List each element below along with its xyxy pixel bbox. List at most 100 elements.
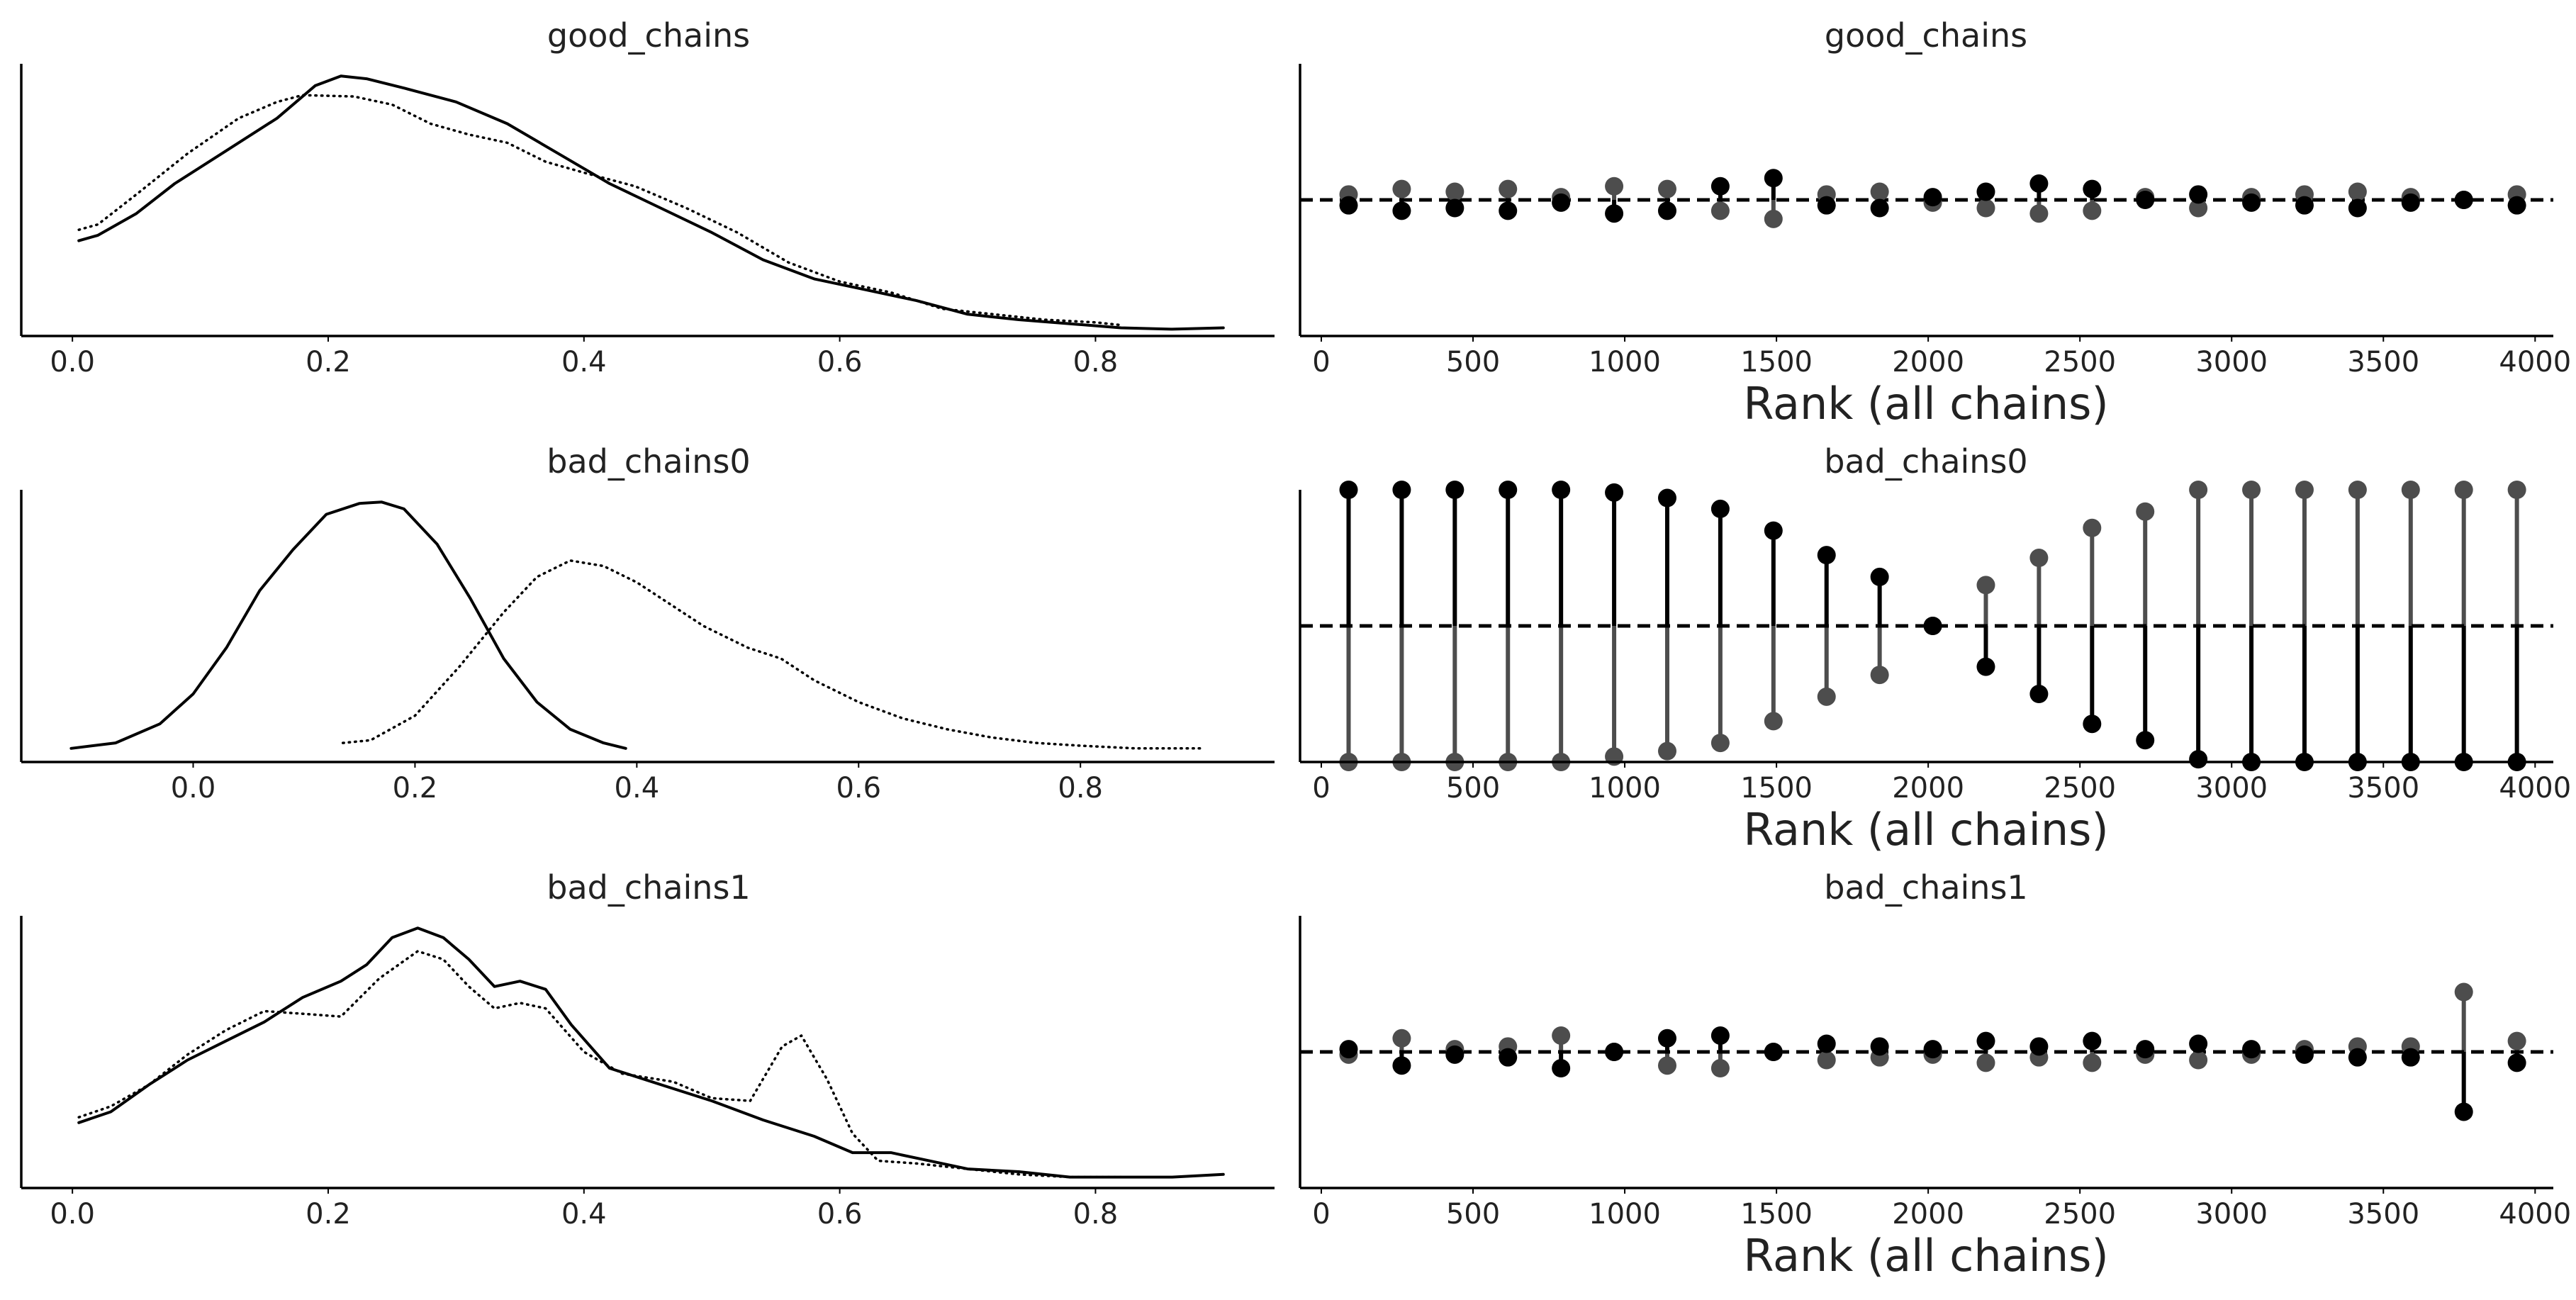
rank-point-chain0 [2242, 1040, 2261, 1059]
rank-point-chain0 [1976, 657, 1995, 676]
rank-point-chain1 [1817, 687, 1836, 706]
x-tick-label: 3500 [2347, 1198, 2419, 1231]
rank-point-chain1 [2083, 201, 2102, 220]
x-tick-label: 0 [1312, 772, 1330, 805]
x-tick-label: 0.4 [561, 346, 607, 379]
panel-title: bad_chains0 [1824, 442, 2027, 481]
rank-point-chain1 [2029, 204, 2049, 223]
rank-point-chain0 [1764, 169, 1783, 188]
rank-point-chain0 [1817, 1034, 1836, 1053]
x-tick-label: 0.6 [836, 772, 881, 805]
rank-point-chain0 [1339, 1040, 1358, 1059]
panel-title: good_chains [1825, 16, 2027, 55]
rank-point-chain1 [1976, 576, 1995, 595]
rank-point-chain0 [1923, 1040, 1942, 1059]
rank-point-chain1 [2136, 502, 2155, 521]
panel-title: bad_chains0 [547, 442, 750, 481]
rank-point-chain0 [2507, 196, 2526, 215]
rank-point-chain1 [2189, 481, 2208, 499]
x-tick-label: 1000 [1589, 346, 1661, 379]
rank-point-chain1 [1764, 712, 1783, 731]
rank-point-chain0 [1657, 488, 1676, 508]
rank-point-chain1 [2348, 182, 2367, 201]
x-tick-label: 1000 [1589, 1198, 1661, 1231]
x-tick-label: 0.6 [817, 346, 863, 379]
x-tick-label: 2000 [1892, 1198, 1964, 1231]
rank-point-chain1 [2454, 982, 2473, 1002]
x-tick-label: 1500 [1740, 346, 1813, 379]
x-axis-label: Rank (all chains) [1743, 378, 2108, 430]
rank-point-chain0 [1605, 1043, 1624, 1061]
rank-point-chain0 [1339, 481, 1358, 499]
rank-point-chain1 [1657, 179, 1676, 198]
x-tick-label: 3000 [2195, 1198, 2268, 1231]
kde-panel-bad-chains0: bad_chains0 0.0 0.2 0.4 0.6 0.8 [20, 442, 1275, 805]
rank-point-chain0 [1764, 1043, 1783, 1061]
x-tick-label: 2500 [2044, 772, 2116, 805]
rank-point-chain0 [1923, 617, 1942, 635]
rank-point-chain0 [1445, 481, 1465, 499]
rank-point-chain0 [1817, 546, 1836, 565]
rank-point-chain1 [1710, 1059, 1730, 1078]
rank-point-chain0 [2454, 191, 2473, 209]
rank-point-chain0 [2136, 191, 2155, 209]
rank-point-chain0 [2348, 1048, 2367, 1067]
rank-point-chain0 [2401, 1048, 2420, 1067]
rank-point-chain0 [1923, 188, 1942, 207]
rank-point-chain1 [2348, 481, 2367, 499]
rank-point-chain1 [2242, 481, 2261, 499]
rank-point-chain0 [1710, 176, 1730, 196]
rank-point-chain0 [1445, 198, 1465, 218]
rank-point-chain0 [2136, 731, 2155, 750]
rank-point-chain0 [2401, 193, 2420, 212]
rank-point-chain1 [1817, 1050, 1836, 1070]
rank-point-chain1 [2507, 1031, 2526, 1050]
rank-point-chain1 [1499, 179, 1518, 198]
rank-point-chain1 [1870, 182, 1889, 201]
rank-point-chain0 [2242, 193, 2261, 212]
x-tick-label: 3500 [2347, 772, 2419, 805]
rank-point-chain1 [1870, 666, 1889, 685]
rank-point-chain1 [2189, 1050, 2208, 1070]
rank-point-chain0 [1817, 196, 1836, 215]
x-tick-label: 2500 [2044, 1198, 2116, 1231]
kde-solid-line [77, 926, 1225, 1179]
rank-point-chain0 [2029, 685, 2049, 703]
rank-point-chain0 [1657, 201, 1676, 220]
rank-point-chain0 [2507, 1053, 2526, 1072]
rank-point-chain1 [1657, 1056, 1676, 1075]
x-tick-label: 0.2 [306, 346, 351, 379]
panel-title: good_chains [547, 16, 750, 55]
panel-title: bad_chains1 [1824, 868, 2027, 907]
rank-point-chain0 [1392, 1056, 1411, 1075]
x-tick-label: 500 [1446, 772, 1500, 805]
rank-point-chain0 [1764, 521, 1783, 540]
x-tick-label: 0.4 [615, 772, 660, 805]
x-tick-label: 0.0 [50, 346, 95, 379]
x-tick-label: 1500 [1740, 772, 1813, 805]
x-tick-label: 500 [1446, 1198, 1500, 1231]
rank-point-chain1 [2454, 481, 2473, 499]
rank-point-chain0 [2295, 196, 2314, 215]
rank-point-chain1 [1605, 176, 1624, 196]
rank-point-chain0 [1657, 1029, 1676, 1048]
rank-point-chain1 [1976, 198, 1995, 218]
x-tick-label: 2000 [1892, 346, 1964, 379]
rank-point-chain0 [1499, 201, 1518, 220]
x-tick-label: 1000 [1589, 772, 1661, 805]
x-tick-label: 2500 [2044, 346, 2116, 379]
rank-point-chain1 [1392, 179, 1411, 198]
x-tick-label: 3000 [2195, 346, 2268, 379]
rank-point-chain1 [1657, 741, 1676, 761]
rank-point-chain0 [1976, 1031, 1995, 1050]
x-tick-label: 500 [1446, 346, 1500, 379]
rank-point-chain0 [1605, 483, 1624, 502]
x-tick-label: 4000 [2499, 346, 2571, 379]
rank-point-chain1 [1710, 201, 1730, 220]
rank-point-chain0 [1710, 1026, 1730, 1045]
rank-point-chain1 [1392, 1029, 1411, 1048]
x-tick-label: 2000 [1892, 772, 1964, 805]
x-tick-label: 0.6 [817, 1198, 863, 1231]
rank-point-chain1 [1976, 1053, 1995, 1072]
